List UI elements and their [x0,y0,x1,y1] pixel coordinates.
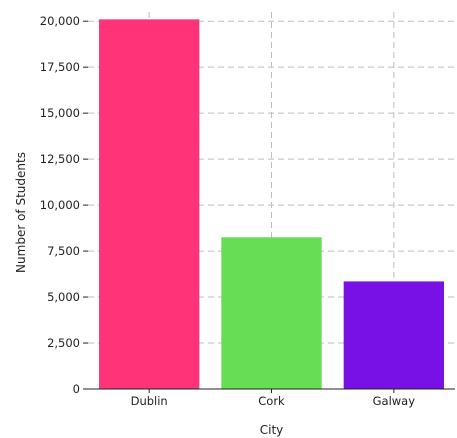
bars [99,19,444,389]
y-tick-label: 15,000 [40,106,80,120]
y-tick-label: 10,000 [40,198,80,212]
x-axis-title: City [260,423,284,437]
y-tick-label: 12,500 [40,152,80,166]
y-axis-title: Number of Students [14,152,28,273]
bar-dublin [99,19,200,389]
bar-cork [221,237,322,389]
y-tick-label: 20,000 [40,14,80,28]
x-axis-ticks: Dublin Cork Galway [131,389,416,408]
y-tick-label: 7,500 [47,244,80,258]
y-tick-label: 0 [73,382,80,396]
x-tick-label: Galway [373,394,416,408]
x-tick-label: Cork [258,394,285,408]
y-tick-label: 17,500 [40,60,80,74]
bar-galway [343,281,444,389]
y-tick-label: 5,000 [47,290,80,304]
x-tick-label: Dublin [131,394,168,408]
y-tick-label: 2,500 [47,336,80,350]
y-axis-ticks: 0 2,500 5,000 7,500 10,000 12,500 15,000 17,500… [40,14,88,396]
